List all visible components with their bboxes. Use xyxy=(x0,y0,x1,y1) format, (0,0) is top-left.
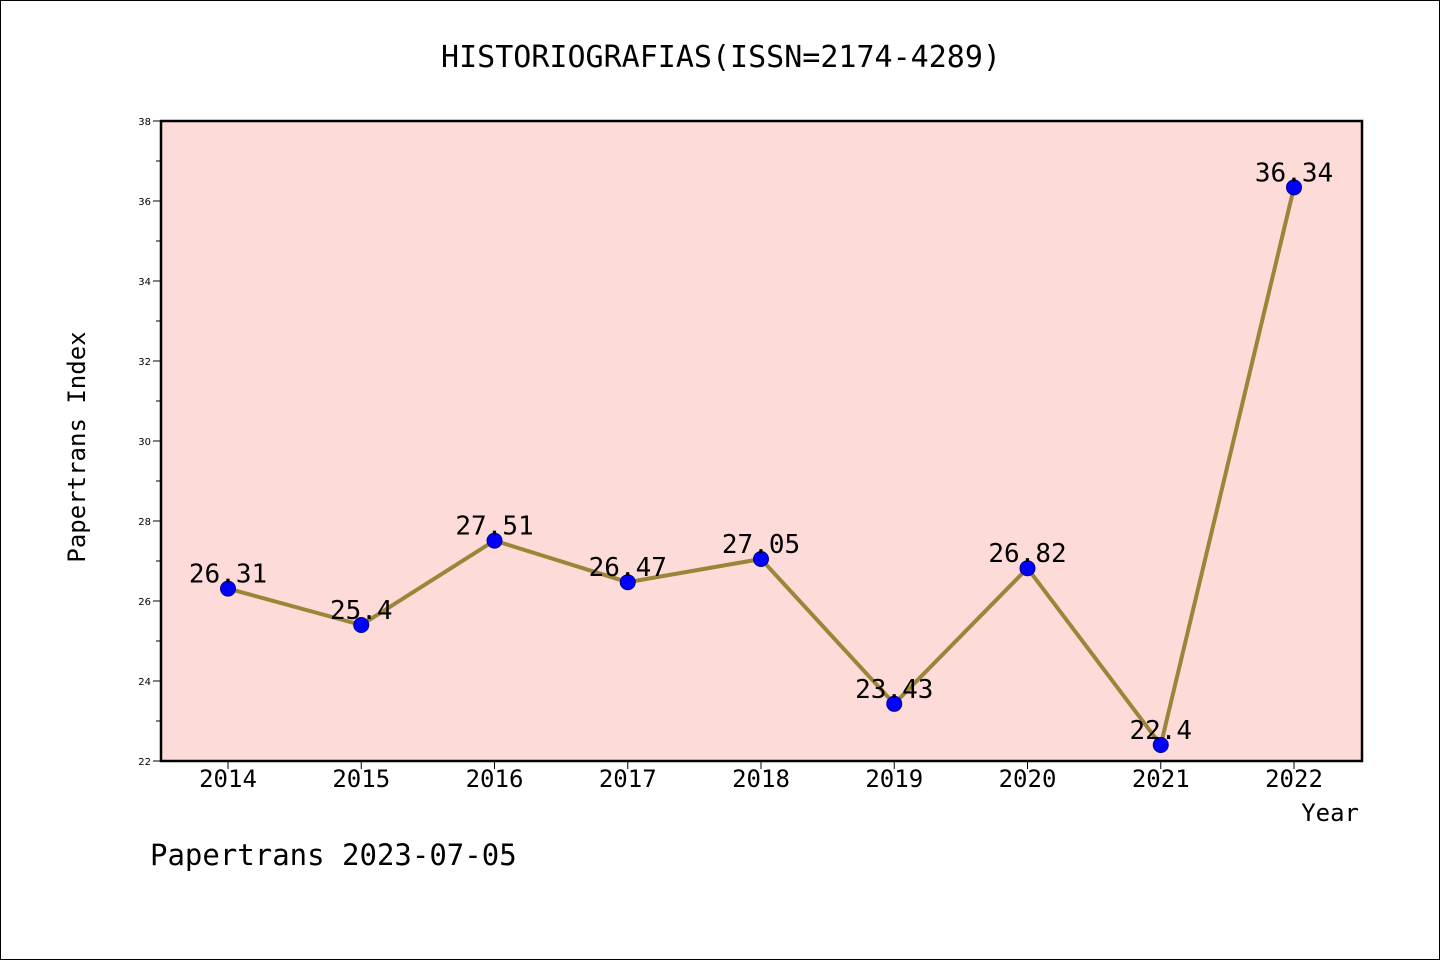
y-tick-label: 32 xyxy=(138,357,151,368)
y-tick-label: 38 xyxy=(138,117,151,128)
x-tick-label: 2015 xyxy=(332,765,390,793)
y-tick-label: 34 xyxy=(138,277,151,288)
plot-area xyxy=(161,121,1362,761)
data-point-2020 xyxy=(1019,560,1036,577)
data-point-2016 xyxy=(486,532,503,549)
data-label-2016: 27.51 xyxy=(455,512,533,542)
x-tick-label: 2019 xyxy=(865,765,923,793)
data-point-2021 xyxy=(1152,737,1169,753)
data-label-2014: 26.31 xyxy=(189,560,267,590)
y-tick-label: 28 xyxy=(138,517,151,528)
footer-credit: Papertrans 2023-07-05 xyxy=(150,838,517,872)
y-tick-label: 24 xyxy=(138,677,151,688)
data-point-2014 xyxy=(220,580,236,597)
data-point-2017 xyxy=(619,574,636,591)
y-axis: 22 24 26 28 30 32 34 36 38 xyxy=(138,117,161,768)
chart-title: HISTORIOGRAFIAS(ISSN=2174-4289) xyxy=(441,40,1001,75)
data-point-2015 xyxy=(353,617,370,633)
data-point-2018 xyxy=(753,551,769,567)
x-tick-label: 2014 xyxy=(199,765,257,793)
y-tick-label: 30 xyxy=(138,437,151,448)
data-label-2015: 25.4 xyxy=(330,596,393,626)
y-axis-label: Papertrans Index xyxy=(63,331,91,562)
x-tick-label: 2020 xyxy=(999,765,1057,793)
x-tick-label: 2017 xyxy=(599,765,657,793)
x-axis: 2014 2015 2016 2017 2018 2019 2020 2021 2022 xyxy=(199,761,1323,793)
y-tick-label: 22 xyxy=(138,757,151,768)
x-axis-label: Year xyxy=(1301,799,1359,827)
data-labels: 26.31 25.4 27.51 26.47 27.05 23.43 26.82 22.4 36… xyxy=(189,158,1333,746)
data-label-2020: 26.82 xyxy=(988,539,1066,569)
data-point-2022 xyxy=(1286,179,1302,196)
data-label-2021: 22.4 xyxy=(1129,716,1192,746)
plot-border xyxy=(159,119,1364,763)
data-label-2019: 23.43 xyxy=(855,675,933,705)
data-label-2017: 26.47 xyxy=(589,553,667,583)
y-tick-label: 36 xyxy=(138,197,151,208)
data-point-2019 xyxy=(886,695,903,712)
y-tick-label: 26 xyxy=(138,597,151,608)
data-label-2022: 36.34 xyxy=(1255,158,1333,188)
data-label-2018: 27.05 xyxy=(722,530,800,560)
x-tick-label: 2016 xyxy=(466,765,524,793)
x-tick-label: 2022 xyxy=(1265,765,1323,793)
series-markers xyxy=(220,179,1302,753)
x-tick-label: 2021 xyxy=(1132,765,1190,793)
x-tick-label: 2018 xyxy=(732,765,790,793)
